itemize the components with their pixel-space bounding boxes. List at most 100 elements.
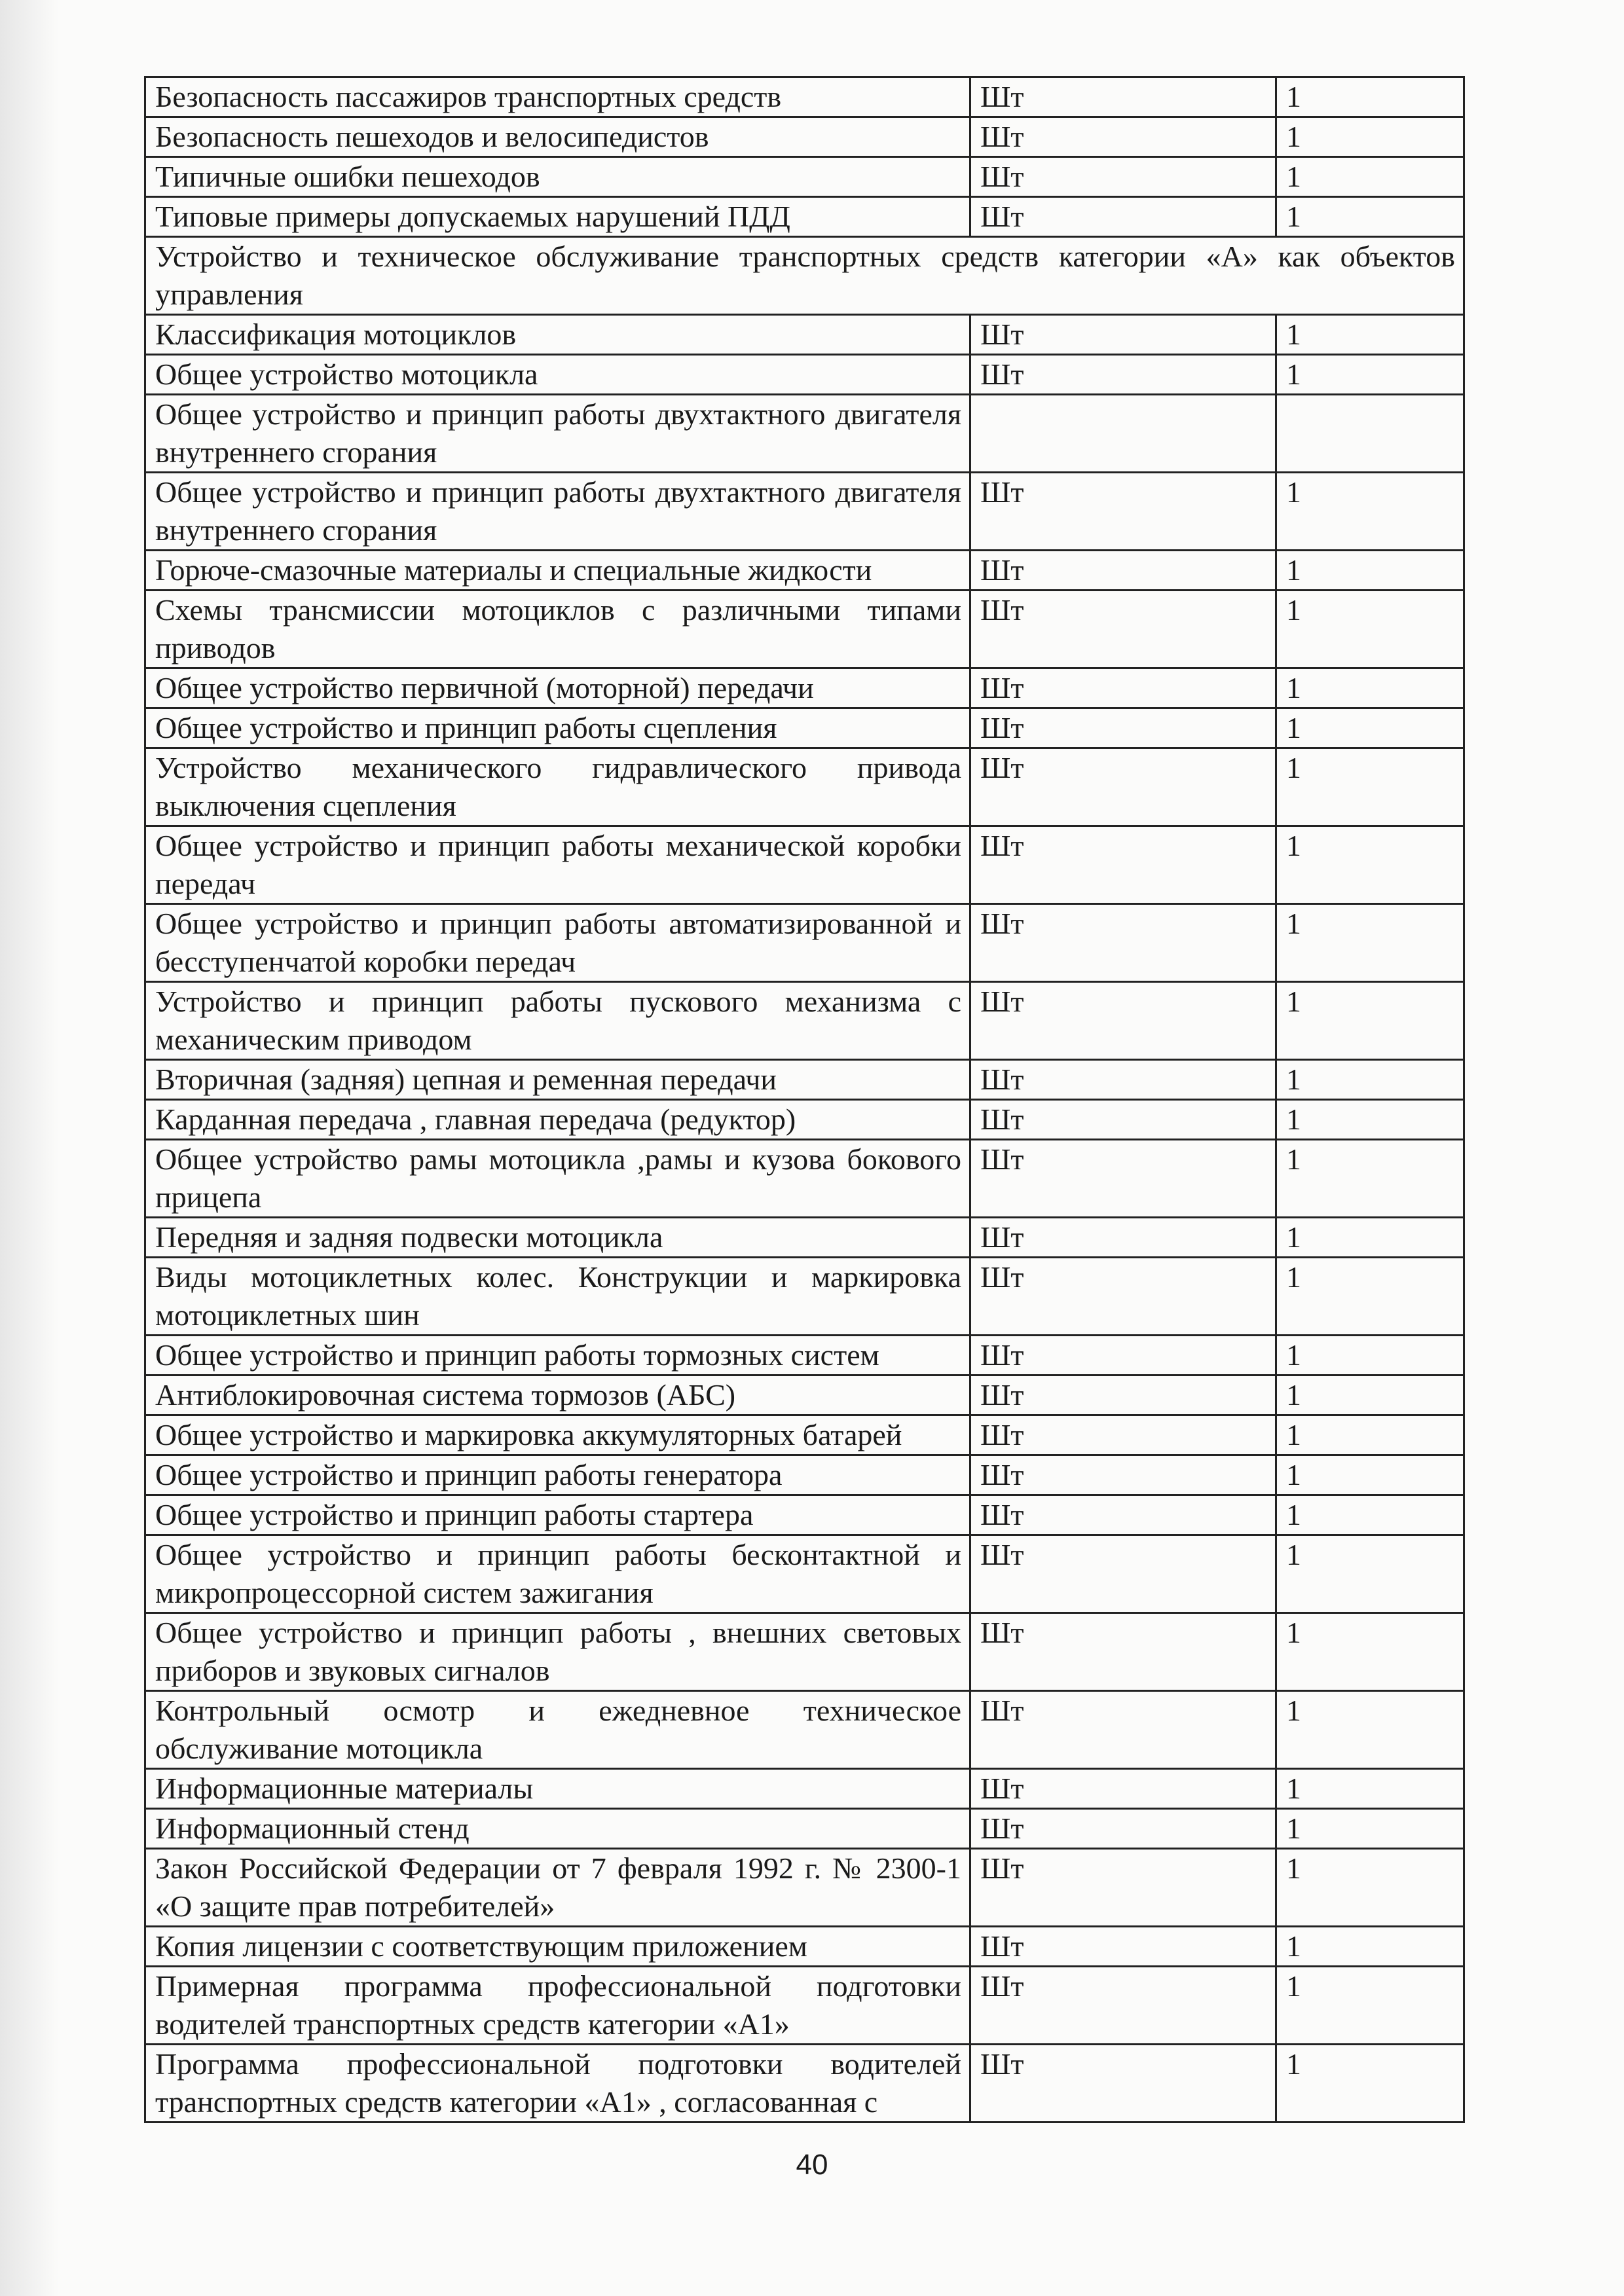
table-row: Типовые примеры допускаемых нарушений ПД…: [144, 196, 1465, 238]
item-quantity: 1: [1275, 2043, 1465, 2123]
item-quantity: 1: [1275, 589, 1465, 669]
item-unit: Шт: [969, 1414, 1277, 1456]
item-quantity: 1: [1275, 903, 1465, 983]
item-name: Информационный стенд: [144, 1808, 971, 1850]
item-quantity: 1: [1275, 471, 1465, 551]
item-quantity: [1275, 393, 1465, 473]
table-row: Копия лицензии с соответствующим приложе…: [144, 1925, 1465, 1967]
item-name: Контрольный осмотр и ежедневное техничес…: [144, 1690, 971, 1770]
item-quantity: 1: [1275, 1216, 1465, 1258]
item-quantity: 1: [1275, 1768, 1465, 1810]
item-quantity: 1: [1275, 1494, 1465, 1536]
item-name: Схемы трансмиссии мотоциклов с различным…: [144, 589, 971, 669]
item-name: Общее устройство и принцип работы бескон…: [144, 1534, 971, 1614]
table-row: Схемы трансмиссии мотоциклов с различным…: [144, 589, 1465, 669]
item-unit: Шт: [969, 76, 1277, 118]
item-unit: Шт: [969, 314, 1277, 355]
item-unit: Шт: [969, 116, 1277, 158]
scan-edge-shadow: [0, 0, 59, 2296]
item-name: Безопасность пассажиров транспортных сре…: [144, 76, 971, 118]
item-quantity: 1: [1275, 1848, 1465, 1927]
item-quantity: 1: [1275, 667, 1465, 709]
table-row: Общее устройство и принцип работы двухта…: [144, 393, 1465, 473]
item-quantity: 1: [1275, 156, 1465, 198]
item-name: Классификация мотоциклов: [144, 314, 971, 355]
item-name: Устройство механического гидравлического…: [144, 747, 971, 827]
item-quantity: 1: [1275, 1808, 1465, 1850]
item-name: Общее устройство рамы мотоцикла ,рамы и …: [144, 1139, 971, 1218]
item-name: Карданная передача , главная передача (р…: [144, 1099, 971, 1140]
item-unit: Шт: [969, 1454, 1277, 1496]
table-row: Вторичная (задняя) цепная и ременная пер…: [144, 1059, 1465, 1101]
item-name: Закон Российской Федерации от 7 февраля …: [144, 1848, 971, 1927]
item-name: Общее устройство и принцип работы двухта…: [144, 471, 971, 551]
table-row: Общее устройство и принцип работы автома…: [144, 903, 1465, 983]
item-name: Общее устройство и принцип работы сцепле…: [144, 707, 971, 749]
item-name: Типичные ошибки пешеходов: [144, 156, 971, 198]
table-row: Общее устройство и принцип работы тормоз…: [144, 1334, 1465, 1376]
table-row: Устройство механического гидравлического…: [144, 747, 1465, 827]
table-row: Передняя и задняя подвески мотоцикла Шт 1: [144, 1216, 1465, 1258]
table-row: Примерная программа профессиональной под…: [144, 1965, 1465, 2045]
table-row: Безопасность пассажиров транспортных сре…: [144, 76, 1465, 118]
item-unit: Шт: [969, 196, 1277, 238]
item-unit: Шт: [969, 1612, 1277, 1692]
item-quantity: 1: [1275, 981, 1465, 1061]
item-quantity: 1: [1275, 707, 1465, 749]
item-quantity: 1: [1275, 1256, 1465, 1336]
item-quantity: 1: [1275, 314, 1465, 355]
item-name: Общее устройство и принцип работы тормоз…: [144, 1334, 971, 1376]
page-number: 40: [796, 2149, 828, 2181]
item-name: Типовые примеры допускаемых нарушений ПД…: [144, 196, 971, 238]
item-unit: Шт: [969, 1848, 1277, 1927]
item-name: Горюче-смазочные материалы и специальные…: [144, 549, 971, 591]
item-quantity: 1: [1275, 1534, 1465, 1614]
item-quantity: 1: [1275, 1414, 1465, 1456]
item-name: Передняя и задняя подвески мотоцикла: [144, 1216, 971, 1258]
table-row: Горюче-смазочные материалы и специальные…: [144, 549, 1465, 591]
table-row: Классификация мотоциклов Шт 1: [144, 314, 1465, 355]
table-row: Информационные материалы Шт 1: [144, 1768, 1465, 1810]
item-name: Общее устройство мотоцикла: [144, 354, 971, 395]
item-unit: Шт: [969, 1965, 1277, 2045]
item-quantity: 1: [1275, 747, 1465, 827]
item-name: Безопасность пешеходов и велосипедистов: [144, 116, 971, 158]
item-unit: Шт: [969, 1334, 1277, 1376]
table-row: Антиблокировочная система тормозов (АБС)…: [144, 1374, 1465, 1416]
item-quantity: 1: [1275, 1690, 1465, 1770]
item-unit: Шт: [969, 1925, 1277, 1967]
table-row: Контрольный осмотр и ежедневное техничес…: [144, 1690, 1465, 1770]
item-name: Антиблокировочная система тормозов (АБС): [144, 1374, 971, 1416]
table-row: Безопасность пешеходов и велосипедистов Ш…: [144, 116, 1465, 158]
item-unit: Шт: [969, 1374, 1277, 1416]
item-quantity: 1: [1275, 1612, 1465, 1692]
item-unit: Шт: [969, 903, 1277, 983]
item-unit: Шт: [969, 825, 1277, 905]
item-name: Вторичная (задняя) цепная и ременная пер…: [144, 1059, 971, 1101]
item-quantity: 1: [1275, 549, 1465, 591]
table-row: Типичные ошибки пешеходов Шт 1: [144, 156, 1465, 198]
item-quantity: 1: [1275, 116, 1465, 158]
item-unit: Шт: [969, 1139, 1277, 1218]
item-quantity: 1: [1275, 1059, 1465, 1101]
item-quantity: 1: [1275, 76, 1465, 118]
table-row: Общее устройство мотоцикла Шт 1: [144, 354, 1465, 395]
item-unit: Шт: [969, 156, 1277, 198]
table-row: Общее устройство и принцип работы , внеш…: [144, 1612, 1465, 1692]
item-quantity: 1: [1275, 1099, 1465, 1140]
item-unit: Шт: [969, 1099, 1277, 1140]
table-row: Общее устройство рамы мотоцикла ,рамы и …: [144, 1139, 1465, 1218]
item-name: Общее устройство и принцип работы механи…: [144, 825, 971, 905]
item-name: Программа профессиональной подготовки во…: [144, 2043, 971, 2123]
item-unit: Шт: [969, 1494, 1277, 1536]
item-unit: Шт: [969, 1808, 1277, 1850]
item-name: Виды мотоциклетных колес. Конструкции и …: [144, 1256, 971, 1336]
item-name: Информационные материалы: [144, 1768, 971, 1810]
item-unit: Шт: [969, 1768, 1277, 1810]
item-name: Примерная программа профессиональной под…: [144, 1965, 971, 2045]
item-unit: Шт: [969, 667, 1277, 709]
item-name: Общее устройство и принцип работы генера…: [144, 1454, 971, 1496]
item-quantity: 1: [1275, 1334, 1465, 1376]
item-unit: Шт: [969, 589, 1277, 669]
table-row: Виды мотоциклетных колес. Конструкции и …: [144, 1256, 1465, 1336]
